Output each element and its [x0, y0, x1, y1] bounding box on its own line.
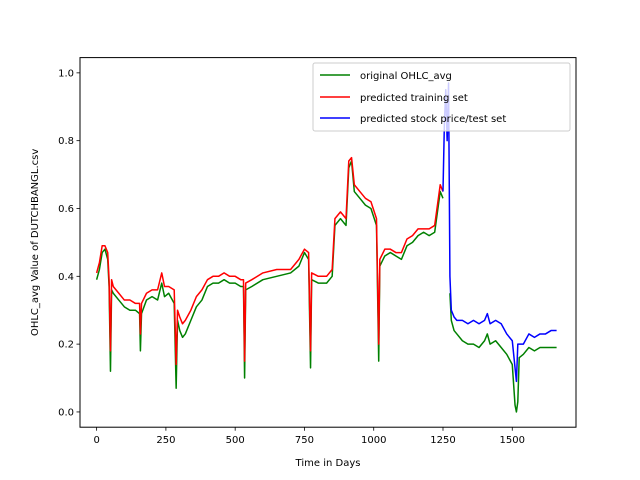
x-tick-label: 1500 — [500, 435, 525, 446]
y-axis-label: OHLC_avg Value of DUTCHBANGL.csv — [30, 149, 41, 336]
y-tick-label: 0.6 — [58, 204, 74, 215]
y-tick-label: 0.2 — [58, 340, 74, 351]
x-tick-label: 250 — [156, 435, 175, 446]
legend-entry-test: predicted stock price/test set — [360, 114, 506, 125]
x-tick-label: 750 — [295, 435, 314, 446]
x-axis-label: Time in Days — [295, 458, 361, 469]
legend-entry-original: original OHLC_avg — [360, 71, 452, 82]
y-tick-label: 1.0 — [58, 68, 74, 79]
x-tick-label: 500 — [226, 435, 245, 446]
legend: original OHLC_avg predicted training set… — [313, 63, 570, 131]
y-tick-label: 0.8 — [58, 136, 74, 147]
y-tick-label: 0.0 — [58, 407, 74, 418]
x-tick-label: 1250 — [430, 435, 455, 446]
x-tick-label: 0 — [93, 435, 99, 446]
legend-entry-training: predicted training set — [360, 93, 468, 104]
y-tick-label: 0.4 — [58, 272, 74, 283]
x-tick-label: 1000 — [361, 435, 386, 446]
